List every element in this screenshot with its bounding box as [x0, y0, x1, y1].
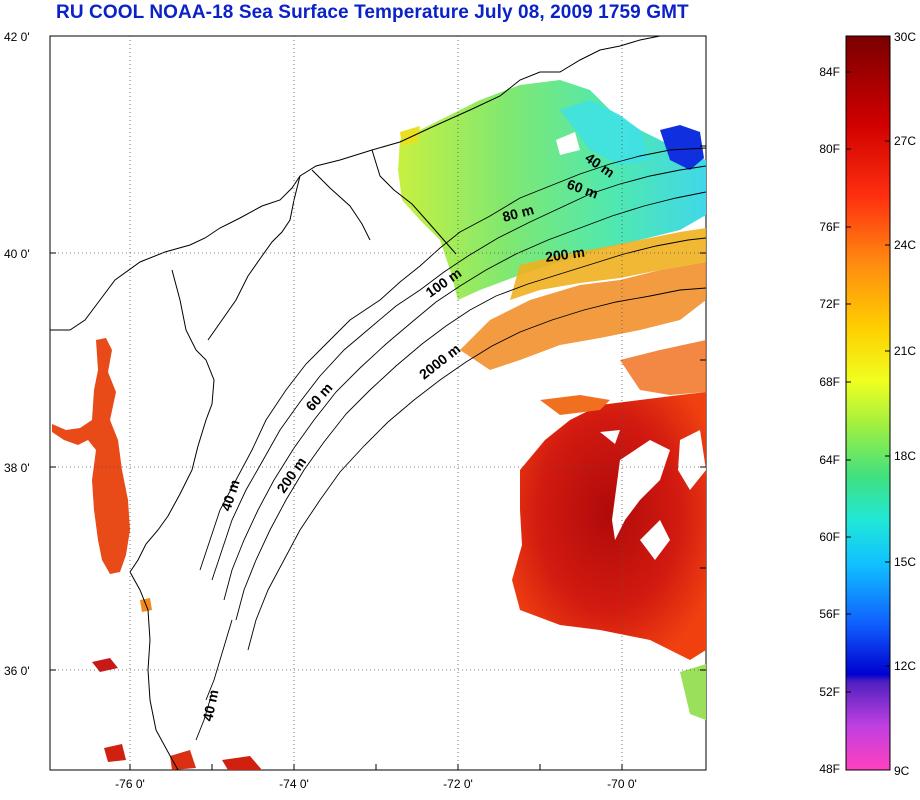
celsius-label: 15C [894, 555, 916, 569]
color-bar-scale [845, 35, 891, 771]
fahrenheit-label: 52F [819, 685, 840, 699]
sst-cold-patch [660, 125, 704, 170]
fahrenheit-label: 80F [819, 142, 840, 156]
celsius-label: 12C [894, 659, 916, 673]
axis-ticks [50, 145, 706, 770]
contour-label: 200 m [544, 244, 586, 265]
fahrenheit-label: 76F [819, 220, 840, 234]
gridlines [50, 36, 706, 770]
fahrenheit-label: 72F [819, 297, 840, 311]
contour-label: 40 m [199, 688, 221, 723]
fahrenheit-label: 68F [819, 375, 840, 389]
fahrenheit-label: 56F [819, 607, 840, 621]
celsius-label: 9C [894, 764, 910, 778]
lat-label: 36 0' [4, 664, 30, 678]
coastline [50, 36, 661, 770]
celsius-label: 30C [894, 30, 916, 44]
map-title: RU COOL NOAA-18 Sea Surface Temperature … [56, 2, 689, 23]
fahrenheit-label: 48F [819, 762, 840, 776]
celsius-label: 24C [894, 238, 916, 252]
lat-label: 42 0' [4, 30, 30, 44]
lon-label: -74 0' [279, 777, 309, 791]
fahrenheit-label: 60F [819, 530, 840, 544]
celsius-label: 27C [894, 134, 916, 148]
contour-label: 80 m [501, 201, 536, 225]
sst-orange-band [460, 262, 706, 370]
fahrenheit-label: 64F [819, 453, 840, 467]
isobaths [195, 147, 706, 741]
celsius-label: 21C [894, 344, 916, 358]
lon-label: -72 0' [443, 777, 473, 791]
lat-label: 40 0' [4, 247, 30, 261]
lon-label: -76 0' [115, 777, 145, 791]
celsius-label: 18C [894, 449, 916, 463]
fahrenheit-label: 84F [819, 65, 840, 79]
lat-label: 38 0' [4, 461, 30, 475]
color-bar: 84F 80F 76F 72F 68F 64F 60F 56F 52F 48F … [819, 30, 916, 778]
lon-label: -70 0' [607, 777, 637, 791]
sst-chesapeake [52, 338, 130, 574]
